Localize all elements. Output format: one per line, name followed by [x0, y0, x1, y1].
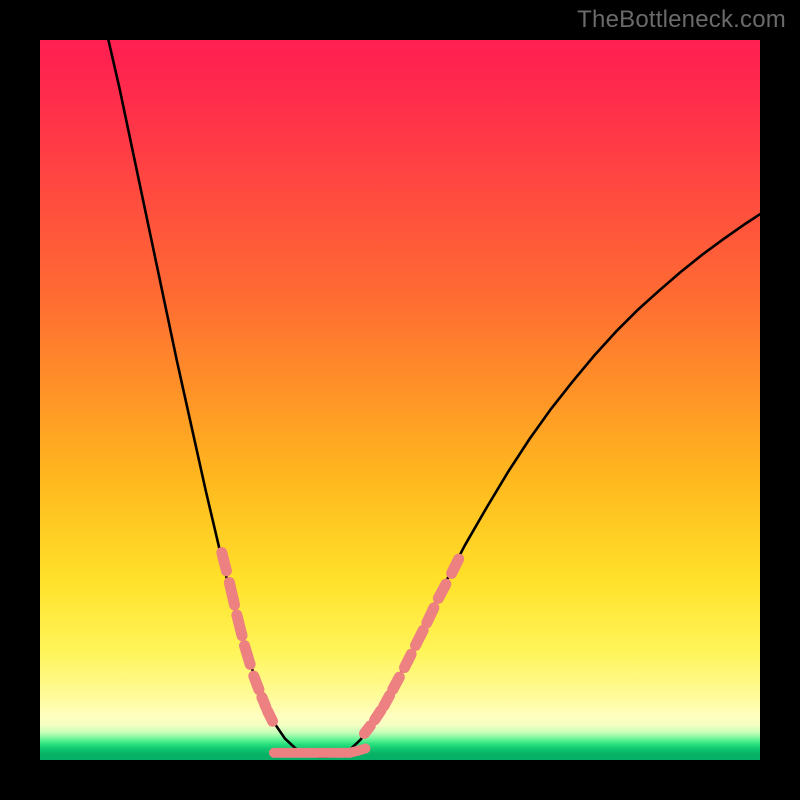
plot-area [40, 40, 760, 760]
marker-overlay [222, 553, 459, 758]
watermark-text: TheBottleneck.com [577, 6, 786, 34]
chart-svg [40, 40, 760, 760]
figure-root: TheBottleneck.com [0, 0, 800, 800]
bottleneck-curve [108, 40, 760, 756]
